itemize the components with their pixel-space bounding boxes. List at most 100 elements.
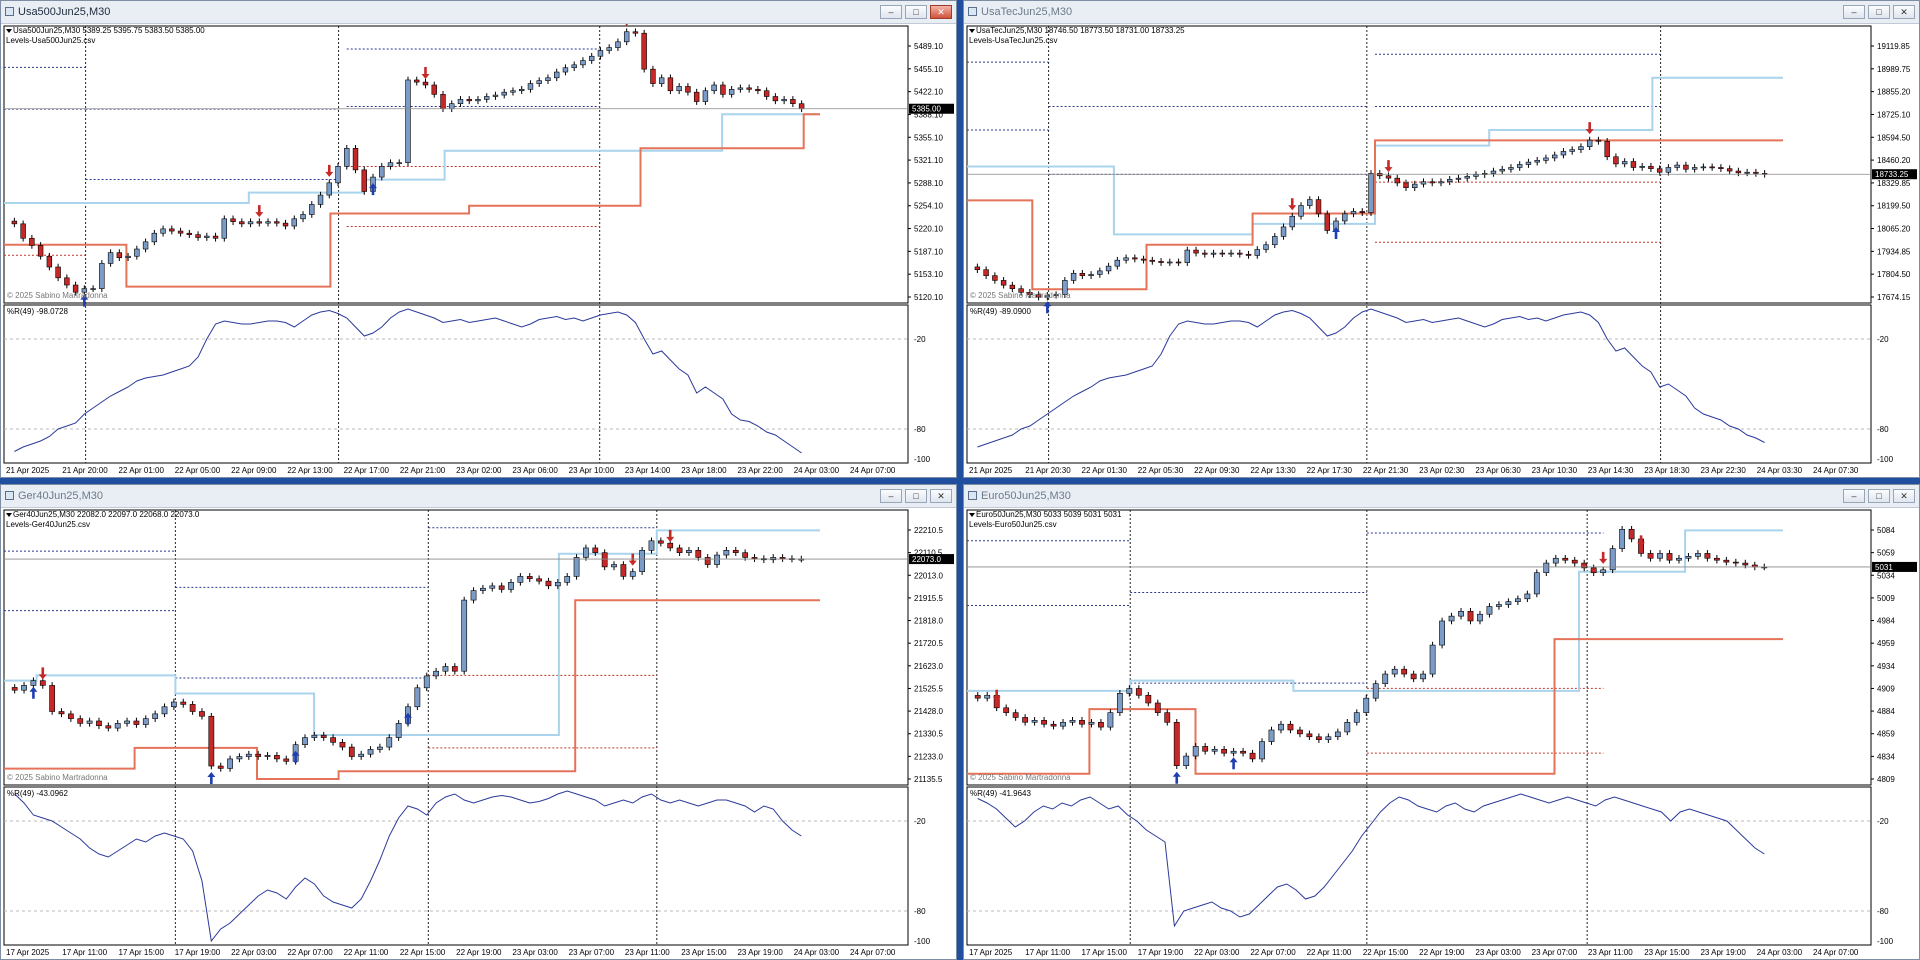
time-axis-label: 23 Apr 22:00 <box>737 466 783 475</box>
candle <box>81 285 88 296</box>
candle-body <box>1088 274 1094 276</box>
candle-body <box>564 576 571 583</box>
maximize-button[interactable]: □ <box>1868 489 1890 503</box>
candle-body <box>1035 294 1042 298</box>
maximize-button[interactable]: □ <box>1868 5 1890 19</box>
candle <box>1060 718 1066 730</box>
window-title-bar[interactable]: UsaTecJun25,M30 – □ ✕ <box>964 1 1919 24</box>
candle <box>1098 718 1104 731</box>
candle-body <box>517 576 524 583</box>
candle-body <box>1372 683 1379 699</box>
candle <box>461 596 468 675</box>
wpr-tick-label: -80 <box>1877 425 1889 434</box>
candle <box>470 587 477 604</box>
candle <box>1334 728 1341 741</box>
window-title-bar[interactable]: Ger40Jun25,M30 – □ ✕ <box>1 485 956 508</box>
chart-canvas[interactable]: 19119.85 18989.75 18855.20 18725.10 18594.50… <box>965 24 1919 477</box>
candle-body <box>657 540 664 544</box>
candle-body <box>781 99 787 102</box>
time-axis-label: 23 Apr 06:00 <box>512 466 558 475</box>
candle <box>114 720 121 732</box>
chart-menu-arrow-icon[interactable] <box>969 29 975 33</box>
candle <box>732 547 739 556</box>
current-price-label: 5031 <box>1875 563 1893 572</box>
minimize-button[interactable]: – <box>880 489 902 503</box>
candle-body <box>11 687 18 691</box>
candle <box>984 691 991 702</box>
candle-body <box>466 99 472 102</box>
candle <box>1458 608 1464 620</box>
candle <box>1158 258 1164 266</box>
candle <box>1438 178 1444 187</box>
candle-body <box>583 547 589 558</box>
candle <box>1022 714 1029 726</box>
chart-window-usatec[interactable]: UsaTecJun25,M30 – □ ✕ 19119.85 18989.75 18855.… <box>963 0 1920 478</box>
wpr-pane-frame <box>3 304 909 464</box>
candle-body <box>217 765 224 769</box>
close-button[interactable]: ✕ <box>1893 489 1915 503</box>
candle <box>1394 174 1400 187</box>
window-title-bar[interactable]: Usa500Jun25,M30 – □ ✕ <box>1 1 956 24</box>
price-tick-label: 5321.10 <box>914 156 943 165</box>
chart-canvas[interactable]: 5489.10 5455.10 5422.10 5388.10 5355.10 5321.… <box>2 24 956 477</box>
candle <box>536 77 542 87</box>
candle-body <box>1447 179 1453 183</box>
candle-body <box>1041 720 1047 725</box>
candle-body <box>230 218 236 222</box>
chart-window-ger40[interactable]: Ger40Jun25,M30 – □ ✕ 22210.5 22110.5 22013.0 21… <box>0 484 957 960</box>
candle-body <box>714 554 720 565</box>
chart-window-euro50[interactable]: Euro50Jun25,M30 – □ ✕ 5084 5059 5034 5009 4984 49… <box>963 484 1920 960</box>
time-axis-label: 23 Apr 07:00 <box>1532 948 1578 957</box>
candle-body <box>592 547 599 553</box>
minimize-button[interactable]: – <box>1843 5 1865 19</box>
window-title-bar[interactable]: Euro50Jun25,M30 – □ ✕ <box>964 485 1919 508</box>
close-button[interactable]: ✕ <box>930 5 952 19</box>
candle-body <box>1060 721 1066 727</box>
chart-canvas[interactable]: 22210.5 22110.5 22013.0 21915.5 21818.0 21720… <box>2 508 956 959</box>
main-pane-frame <box>3 25 909 304</box>
candle-body <box>1420 673 1427 680</box>
candle <box>344 144 350 170</box>
minimize-button[interactable]: – <box>880 5 902 19</box>
candle <box>1268 726 1275 745</box>
candle <box>526 573 533 583</box>
candle <box>1630 158 1637 171</box>
candle <box>309 201 315 218</box>
minimize-button[interactable]: – <box>1843 489 1865 503</box>
candle <box>161 703 168 718</box>
horizontal-splitter[interactable] <box>0 478 1920 484</box>
candle <box>1551 151 1558 162</box>
candle-body <box>974 266 981 271</box>
candle-body <box>1173 721 1180 767</box>
chart-canvas[interactable]: 5084 5059 5034 5009 4984 4959 4934 4909 4884 4859… <box>965 508 1919 959</box>
time-axis-label: 17 Apr 2025 <box>6 948 50 957</box>
close-button[interactable]: ✕ <box>1893 5 1915 19</box>
wpr-indicator-label: %R(49) -89.0900 <box>970 307 1031 316</box>
maximize-button[interactable]: □ <box>905 489 927 503</box>
candle-body <box>282 222 289 227</box>
candle <box>1718 164 1724 172</box>
chart-menu-arrow-icon[interactable] <box>969 513 975 517</box>
candle-body <box>1334 731 1341 738</box>
candle <box>770 554 777 564</box>
chart-window-usa500[interactable]: Usa500Jun25,M30– □ ✕ 5489.10 5455.10 5422.10 5… <box>0 0 957 478</box>
close-button[interactable]: ✕ <box>930 489 952 503</box>
price-tick-label: 18199.50 <box>1877 202 1911 211</box>
candle <box>632 28 639 37</box>
candle-body <box>1297 729 1303 735</box>
time-axis-label: 22 Apr 01:30 <box>1082 466 1128 475</box>
time-axis-label: 24 Apr 03:00 <box>1757 948 1803 957</box>
candle <box>311 731 318 741</box>
chart-menu-arrow-icon[interactable] <box>6 513 12 517</box>
chart-menu-arrow-icon[interactable] <box>6 29 12 33</box>
candle <box>86 717 93 727</box>
candle-body <box>728 89 735 95</box>
candle <box>221 215 228 242</box>
price-tick-label: 5084 <box>1877 526 1895 535</box>
maximize-button[interactable]: □ <box>905 5 927 19</box>
candle-body <box>72 284 79 293</box>
candle-body <box>348 746 355 757</box>
candle <box>1473 171 1479 180</box>
candle <box>1391 665 1398 678</box>
candle <box>67 710 74 722</box>
